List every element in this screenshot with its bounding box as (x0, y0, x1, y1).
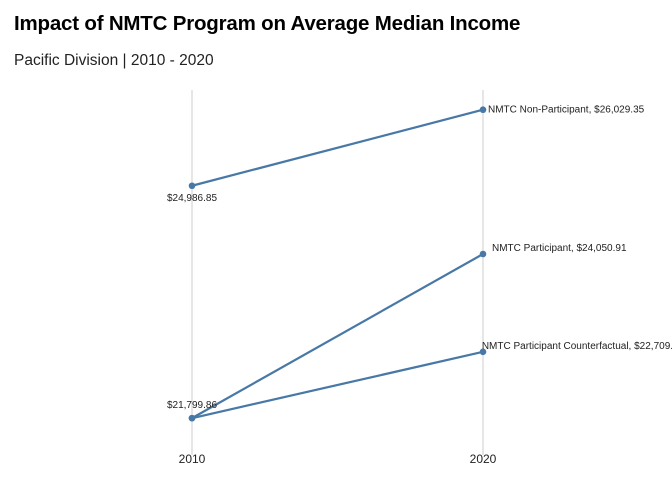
grid-lines (191, 90, 484, 455)
data-point (479, 106, 487, 114)
end-value-label: NMTC Non-Participant, $26,029.35 (488, 105, 645, 116)
x-axis-ticks: 2010 2020 (179, 452, 497, 466)
data-point (188, 414, 196, 422)
data-point (188, 182, 196, 190)
chart-subtitle: Pacific Division | 2010 - 2020 (14, 52, 214, 69)
chart-title: Impact of NMTC Program on Average Median… (14, 12, 521, 35)
series-lines (191, 108, 484, 420)
series-line-0 (191, 108, 484, 187)
data-point (479, 250, 487, 258)
series-line-1 (191, 253, 484, 420)
data-labels: $24,986.85 NMTC Non-Participant, $26,029.… (167, 105, 672, 411)
start-value-label: $21,799.86 (167, 400, 217, 411)
x-tick-label: 2010 (179, 452, 206, 466)
end-value-label: NMTC Participant Counterfactual, $22,709… (482, 341, 672, 352)
data-points (188, 106, 487, 422)
x-tick-label: 2020 (470, 452, 497, 466)
start-value-label: $24,986.85 (167, 193, 217, 204)
data-point (479, 348, 487, 356)
end-value-label: NMTC Participant, $24,050.91 (492, 243, 627, 254)
series-line-2 (191, 350, 484, 420)
